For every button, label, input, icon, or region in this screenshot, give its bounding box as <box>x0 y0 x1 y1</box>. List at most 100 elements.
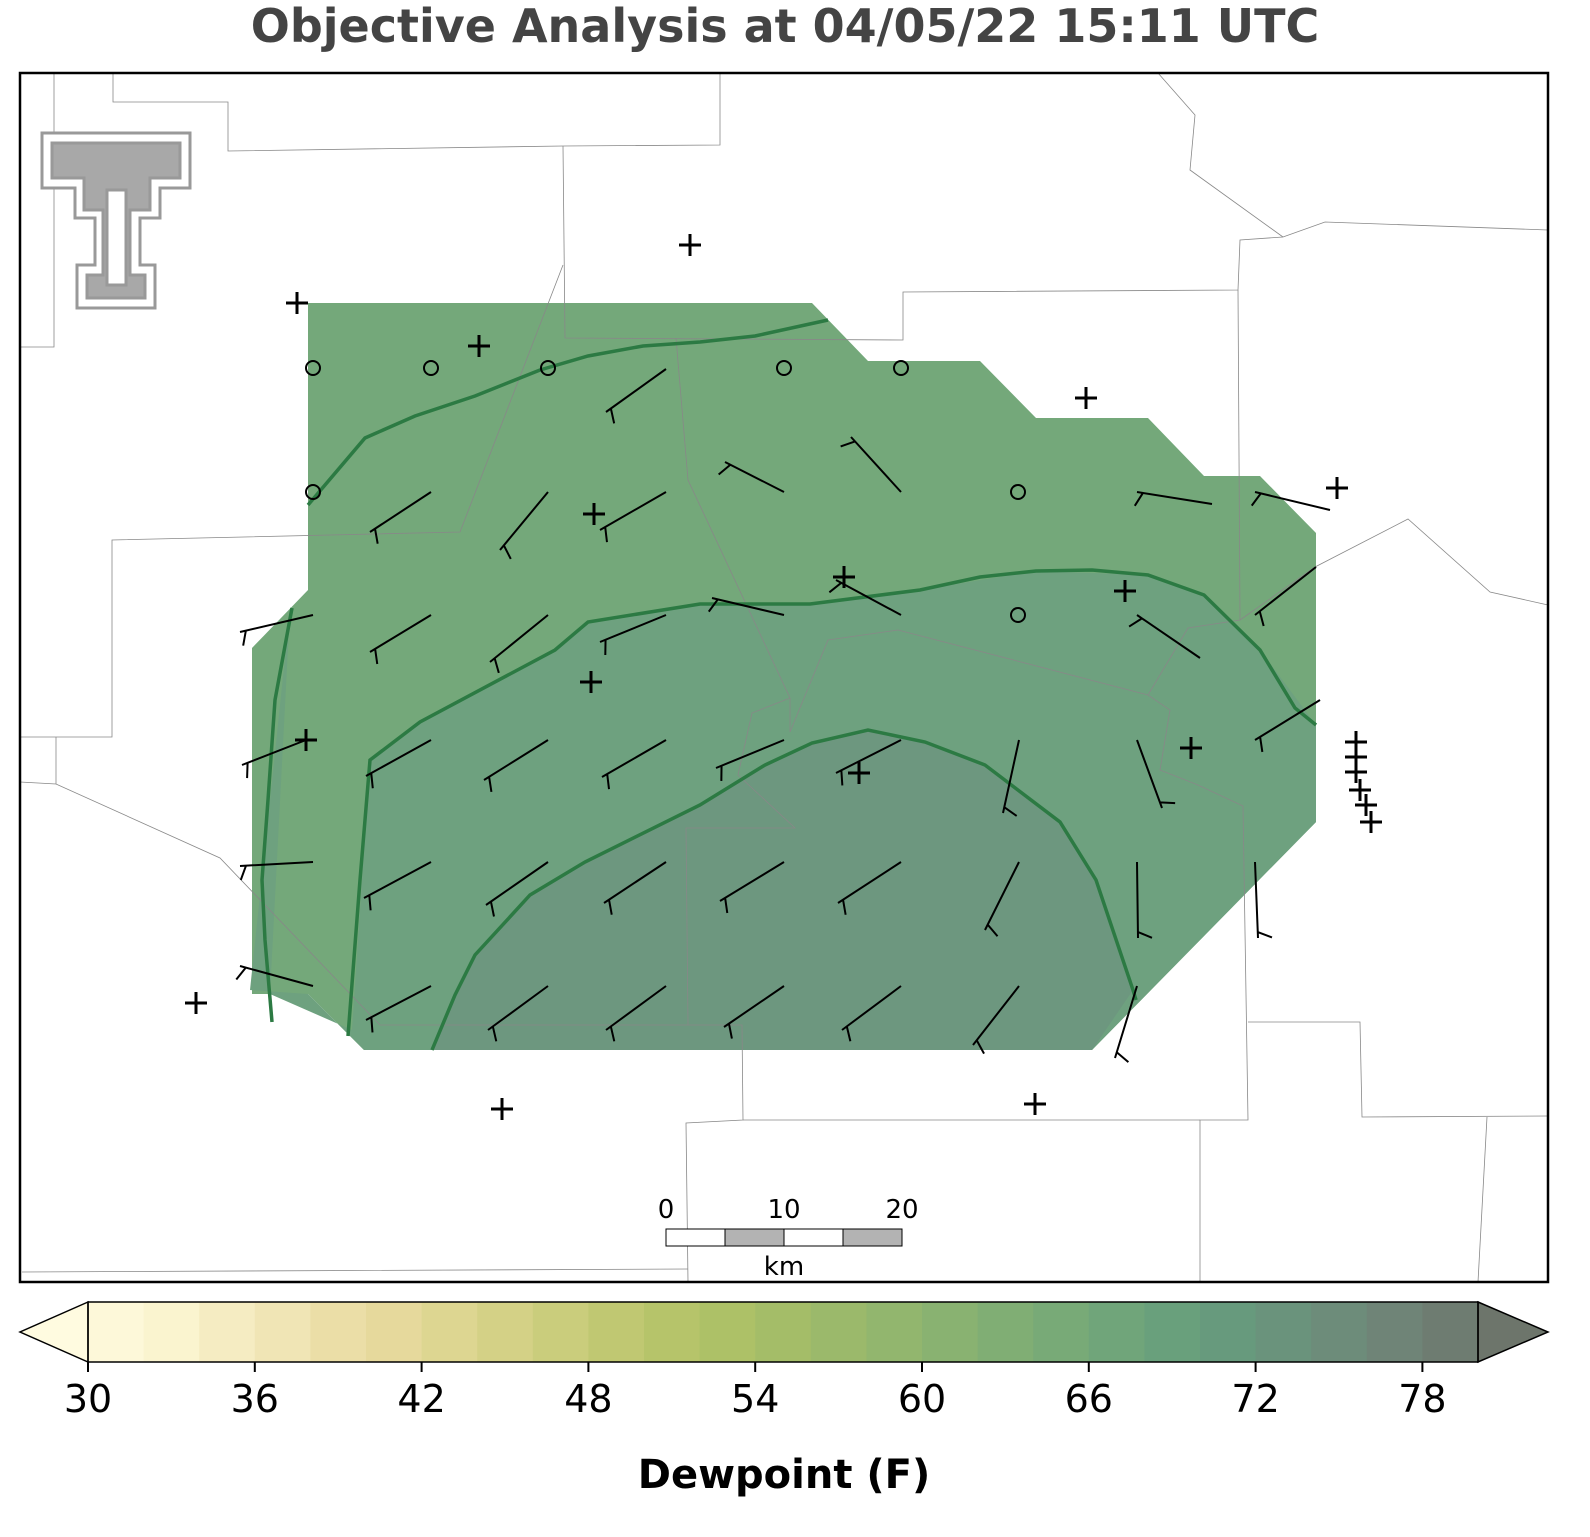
scale-segment <box>783 1228 844 1247</box>
station-calm-missing <box>1355 794 1377 816</box>
county-lines <box>19 72 1549 1283</box>
wind-barb <box>1133 491 1213 507</box>
station-calm-missing <box>580 671 602 693</box>
colorbar-tick-label: 30 <box>64 1377 112 1421</box>
colorbar-segment <box>532 1302 589 1362</box>
colorbar-tick-label: 48 <box>564 1377 612 1421</box>
wind-barb <box>1254 566 1317 627</box>
wind-barb <box>363 861 432 911</box>
wind-barb <box>723 985 785 1039</box>
wind-barb <box>487 985 549 1042</box>
wind-barb <box>369 614 432 665</box>
map <box>18 71 1550 1284</box>
colorbar-segment <box>699 1302 756 1362</box>
colorbar-tick-label: 66 <box>1065 1377 1113 1421</box>
colorbar: 30 36 42 48 54 60 66 72 78 <box>18 1300 1550 1421</box>
station-calm-missing <box>1180 737 1202 759</box>
colorbar-segment <box>254 1302 311 1362</box>
station-calm <box>423 360 439 376</box>
wind-barb <box>719 861 785 914</box>
colorbar-segment <box>977 1302 1034 1362</box>
colorbar-segment <box>588 1302 645 1362</box>
scale-unit: km <box>764 1252 804 1282</box>
colorbar-segment <box>810 1302 867 1362</box>
logo <box>40 131 192 310</box>
wind-barb <box>499 491 549 560</box>
colorbar-segment <box>310 1302 367 1362</box>
scale-segment <box>724 1228 785 1247</box>
station-calm-missing <box>491 1098 513 1120</box>
wind-barb <box>239 861 314 881</box>
scale-segment <box>842 1228 903 1247</box>
station-calm-missing <box>1114 580 1136 602</box>
station-calm-missing <box>583 503 605 525</box>
wind-barb <box>835 739 902 786</box>
station-calm <box>305 360 321 376</box>
wind-barb <box>1254 699 1321 753</box>
wind-barb <box>485 861 549 917</box>
colorbar-segment <box>366 1302 423 1362</box>
wind-barb <box>365 985 432 1033</box>
colorbar-segment <box>922 1302 979 1362</box>
wind-barb <box>972 985 1020 1055</box>
wind-barb <box>840 436 902 493</box>
wind-barb <box>241 739 307 779</box>
colorbar-segment <box>143 1302 200 1362</box>
colorbar-tick-label: 54 <box>731 1377 779 1421</box>
colorbar-tick-label: 36 <box>231 1377 279 1421</box>
wind-barb <box>828 579 902 616</box>
station-calm-missing <box>679 234 701 256</box>
wind-barb <box>369 491 432 544</box>
wind-barb <box>984 861 1020 937</box>
wind-barb <box>605 985 667 1042</box>
wind-barb <box>1128 614 1201 659</box>
map-frame <box>18 71 1550 1284</box>
wind-barb <box>489 614 549 674</box>
wind-barb <box>601 739 667 790</box>
station-calm-missing <box>1024 1093 1046 1115</box>
wind-barb <box>1114 985 1138 1063</box>
wind-barb <box>599 491 667 543</box>
scale-segment <box>665 1228 726 1247</box>
colorbar-segment <box>866 1302 923 1362</box>
station-calm-missing <box>1075 387 1097 409</box>
wind-barb <box>841 985 902 1042</box>
station-calm <box>1010 484 1026 500</box>
colorbar-segment <box>88 1302 145 1362</box>
colorbar-tick-label: 60 <box>898 1377 946 1421</box>
station-calm-missing <box>468 335 490 357</box>
scale-tick-label: 20 <box>885 1195 918 1225</box>
colorbar-tick-label: 42 <box>397 1377 445 1421</box>
colorbar-segment <box>1366 1302 1423 1362</box>
colorbar-frame <box>87 1301 1479 1363</box>
wind-barb <box>715 739 785 781</box>
colorbar-label: Dewpoint (F) <box>638 1452 931 1498</box>
wind-barb <box>1002 739 1020 817</box>
wind-barb <box>605 368 667 424</box>
wind-barb <box>483 739 549 793</box>
station-calm-missing <box>1326 477 1348 499</box>
station-calm <box>305 484 321 500</box>
scale-bar: 0 10 20 km <box>658 1195 919 1282</box>
station-calm <box>893 360 909 376</box>
colorbar-segment <box>199 1302 256 1362</box>
contours <box>260 318 1318 1051</box>
colorbar-segment <box>644 1302 701 1362</box>
station-calm <box>1010 607 1026 623</box>
fill-core <box>432 730 1133 1050</box>
colorbar-segment <box>477 1302 534 1362</box>
wind-barb <box>235 965 314 987</box>
stations <box>185 234 1382 1120</box>
wind-barb <box>365 739 432 789</box>
station-calm <box>776 360 792 376</box>
station-calm-missing <box>848 762 870 784</box>
colorbar-segment <box>1255 1302 1312 1362</box>
colorbar-segment <box>755 1302 812 1362</box>
title: Objective Analysis at 04/05/22 15:11 UTC <box>251 0 1320 53</box>
wind-barb <box>1136 861 1153 939</box>
colorbar-segment <box>1033 1302 1090 1362</box>
colorbar-segment <box>1200 1302 1257 1362</box>
wind-barb <box>239 614 314 646</box>
station-calm-missing <box>1349 779 1371 801</box>
